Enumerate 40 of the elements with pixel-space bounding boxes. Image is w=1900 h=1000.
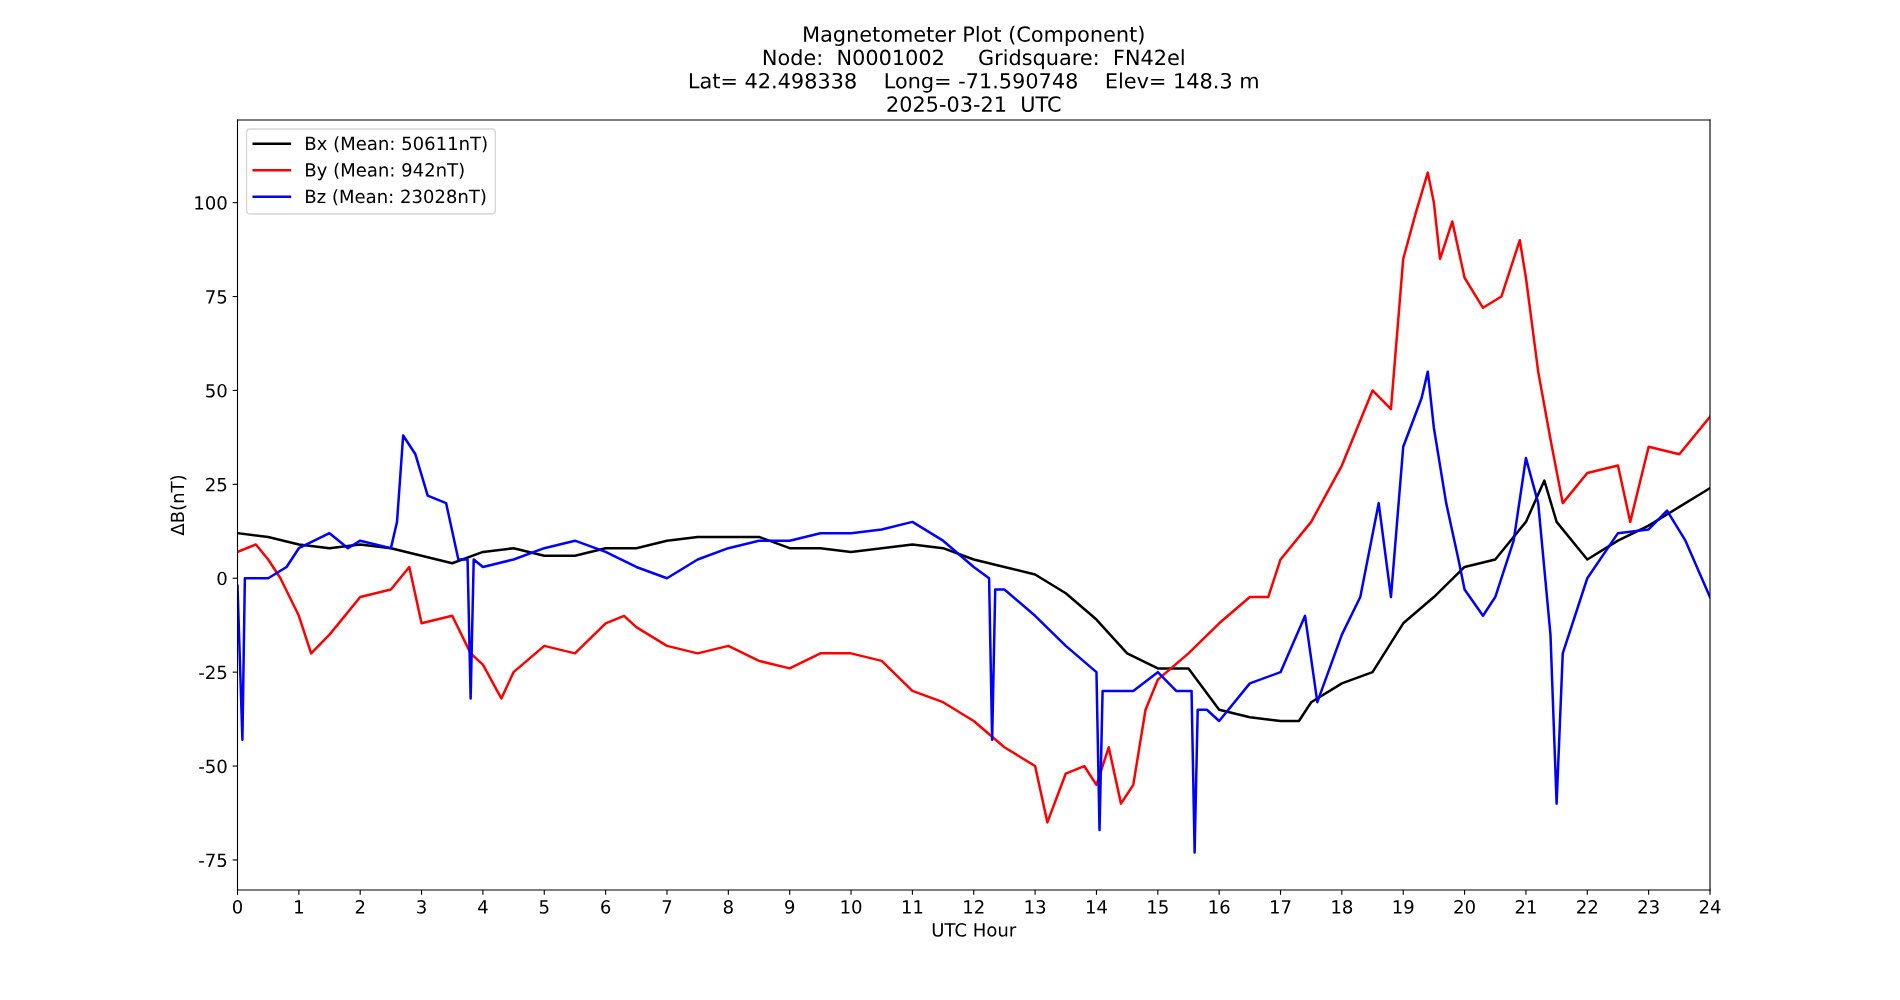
y-tick-label: -25 (199, 665, 227, 680)
x-tick-label: 14 (1086, 900, 1107, 914)
x-tick-label: 24 (1699, 900, 1721, 914)
y-tick-label: 0 (217, 571, 227, 586)
x-tick-label: 5 (539, 900, 549, 914)
y-tick-label: 25 (206, 477, 227, 492)
legend-label: Bx (Mean: 50611nT) (306, 136, 487, 153)
x-tick-label: 9 (785, 900, 795, 914)
x-tick-label: 21 (1515, 900, 1536, 914)
x-tick-label: 19 (1393, 900, 1414, 914)
legend-label: Bz (Mean: 23028nT) (306, 189, 486, 206)
x-tick-label: 17 (1271, 900, 1291, 914)
y-axis-title: ΔB(nT) (170, 475, 187, 536)
x-tick-label: 8 (723, 900, 733, 914)
x-tick-label: 18 (1332, 900, 1353, 914)
x-tick-label: 3 (417, 900, 426, 914)
x-tick-label: 1 (295, 900, 303, 914)
chart-title: Magnetometer Plot (Component) Node: N0001002 Gridsquare: FN42el Lat= 42.498338 Long= -71.590748 Elev= 148.3 m 2025-03-21 UTC (689, 25, 1258, 112)
x-tick-label: 22 (1577, 900, 1597, 914)
x-tick-label: 12 (964, 900, 984, 914)
x-tick-label: 10 (841, 900, 862, 914)
x-tick-label: 2 (355, 900, 365, 914)
x-tick-label: 6 (601, 900, 611, 914)
legend-label: By (Mean: 942nT) (306, 162, 464, 181)
x-tick-label: 7 (662, 900, 672, 914)
y-tick-label: 50 (206, 383, 227, 398)
x-axis-title: UTC Hour (932, 923, 1017, 937)
x-tick-label: 16 (1209, 900, 1230, 914)
x-tick-label: 0 (232, 900, 243, 914)
x-tick-label: 23 (1638, 900, 1659, 914)
x-tick-label: 13 (1025, 900, 1046, 914)
x-tick-label: 15 (1148, 900, 1168, 914)
y-tick-label: -50 (199, 759, 227, 774)
line-series (237, 370, 1710, 854)
y-tick-label: 75 (206, 290, 227, 304)
x-tick-label: 20 (1454, 900, 1475, 914)
x-tick-label: 11 (902, 900, 923, 914)
y-tick-label: -75 (199, 853, 227, 868)
y-tick-label: 100 (195, 196, 227, 210)
x-tick-label: 4 (478, 900, 488, 914)
